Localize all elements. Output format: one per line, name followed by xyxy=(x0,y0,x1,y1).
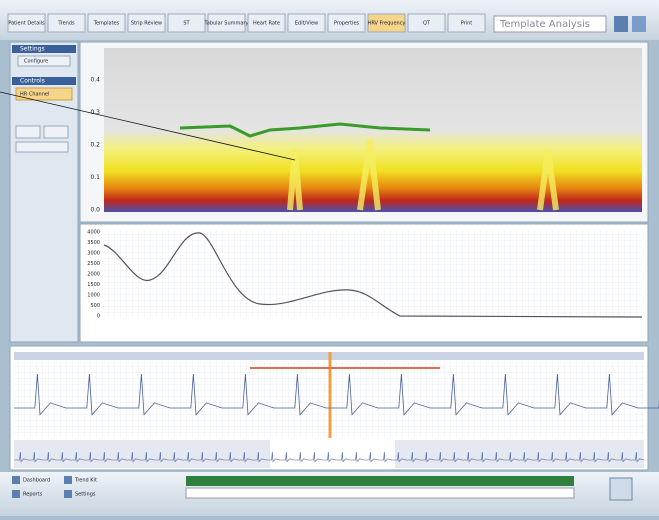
button[interactable] xyxy=(43,125,69,139)
y-tick-label: 0.3 xyxy=(90,109,100,116)
item-label: HR Channel xyxy=(20,92,49,98)
bottom-icon[interactable] xyxy=(64,476,72,484)
toolbar-button[interactable] xyxy=(287,13,326,33)
y-tick-label: 4000 xyxy=(87,230,100,236)
toolbar-button-label: Tabular Summary xyxy=(204,21,249,27)
toolbar-button[interactable] xyxy=(127,13,166,33)
toolbar-button[interactable] xyxy=(407,13,446,33)
template-select[interactable] xyxy=(493,15,607,33)
y-tick-label: 2000 xyxy=(87,272,100,278)
toolbar-button-label: Patient Details xyxy=(8,21,45,27)
spectrum-curve xyxy=(103,232,643,318)
y-tick-label: 1000 xyxy=(87,293,100,299)
spectrum-plot xyxy=(104,230,642,318)
template-select-label: Template Analysis xyxy=(499,19,590,30)
button[interactable] xyxy=(15,141,69,153)
y-tick-label: 3000 xyxy=(87,251,100,257)
y-tick-label: 1500 xyxy=(87,282,100,288)
timeline-scale xyxy=(185,487,575,499)
spectrogram-feature xyxy=(287,139,559,211)
y-tick-label: 0.0 xyxy=(90,207,100,214)
y-tick-label: 0.2 xyxy=(90,142,100,149)
y-tick-label: 3500 xyxy=(87,240,100,246)
toolbar-button-label: Heart Rate xyxy=(253,21,280,27)
toolbar-button-label: HRV Frequency xyxy=(368,21,406,27)
toolbar-button-label: Trends xyxy=(57,21,75,27)
toolbar-button-label: Edit/View xyxy=(295,21,318,27)
toolbar-button[interactable] xyxy=(207,13,246,33)
selected-item[interactable] xyxy=(15,87,73,101)
timeline[interactable] xyxy=(186,476,574,486)
toolbar-button[interactable] xyxy=(167,13,206,33)
icon[interactable] xyxy=(609,477,633,501)
ecg-overview xyxy=(395,440,644,468)
toolbar-button-label: Strip Review xyxy=(131,21,162,27)
toolbar-button[interactable] xyxy=(367,13,406,33)
bottom-icon[interactable] xyxy=(12,490,20,498)
icon-button[interactable] xyxy=(614,16,628,32)
toolbar-button[interactable] xyxy=(327,13,366,33)
y-tick-label: 0.4 xyxy=(90,77,100,84)
callout-line xyxy=(0,91,296,161)
section-header xyxy=(12,45,76,53)
y-tick-label: 2500 xyxy=(87,261,100,267)
icon-button[interactable] xyxy=(632,16,646,32)
button-label: Configure xyxy=(24,59,48,65)
bottom-icon[interactable] xyxy=(12,476,20,484)
bottom-button-label: Reports xyxy=(23,492,43,498)
ecg-trace xyxy=(14,373,659,416)
spectrogram-feature xyxy=(179,122,431,138)
y-tick-label: 500 xyxy=(90,303,100,309)
section-header xyxy=(12,77,76,85)
toolbar-button-label: Print xyxy=(461,21,473,27)
section-title: Controls xyxy=(20,78,45,85)
toolbar-button[interactable] xyxy=(47,13,86,33)
toolbar-button[interactable] xyxy=(7,13,46,33)
toolbar-button-label: Templates xyxy=(93,21,120,27)
bottom-icon[interactable] xyxy=(64,490,72,498)
toolbar-button-label: Properties xyxy=(334,21,360,27)
button[interactable] xyxy=(15,125,41,139)
y-tick-label: 0.1 xyxy=(90,174,100,181)
toolbar-button[interactable] xyxy=(447,13,486,33)
button[interactable] xyxy=(17,55,71,67)
ecg-trace xyxy=(14,451,645,463)
toolbar-button-label: ST xyxy=(183,21,190,27)
ecg-highlight xyxy=(270,440,395,468)
section-title: Settings xyxy=(20,46,45,53)
ecg-overview xyxy=(14,440,270,468)
toolbar-button[interactable] xyxy=(247,13,286,33)
left-panel xyxy=(9,41,79,343)
bottom-button-label: Dashboard xyxy=(23,478,50,484)
toolbar-button-label: QT xyxy=(423,21,431,27)
y-tick-label: 0 xyxy=(97,314,100,320)
bottom-button-label: Trend Kit xyxy=(74,478,97,484)
bottom-button-label: Settings xyxy=(75,492,96,498)
toolbar-button[interactable] xyxy=(87,13,126,33)
